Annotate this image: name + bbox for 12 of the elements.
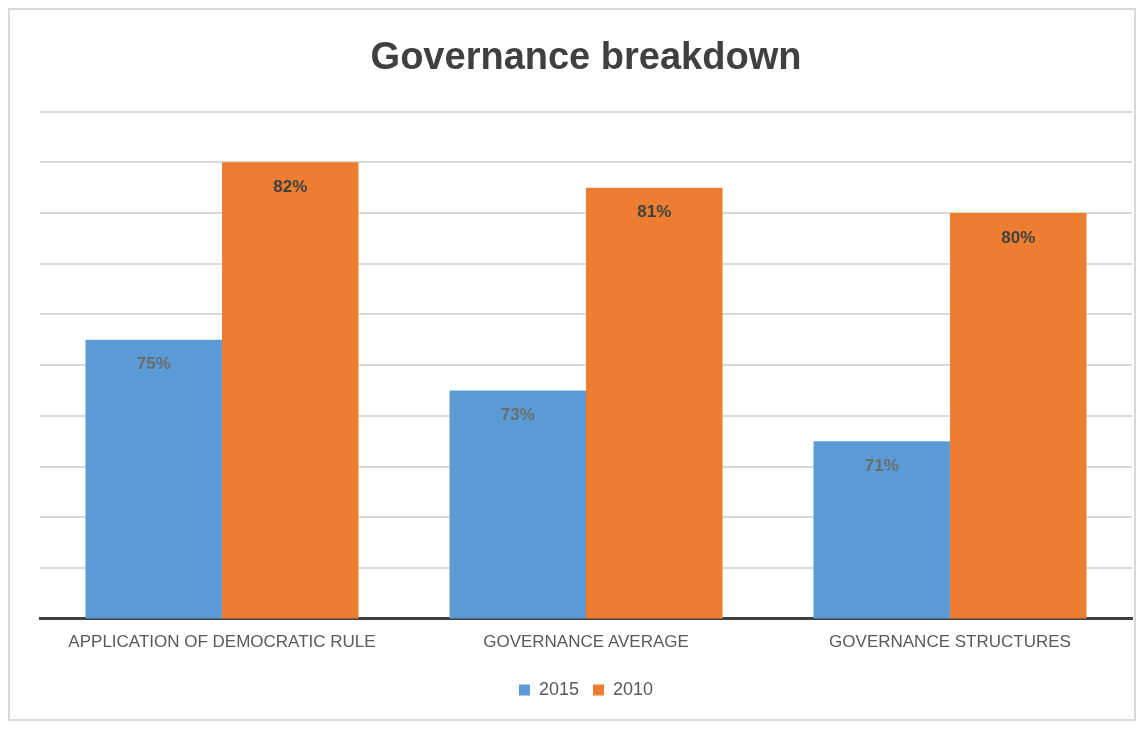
x-tick-label: GOVERNANCE AVERAGE	[483, 632, 689, 652]
chart-title: Governance breakdown	[370, 35, 802, 78]
data-label: 75%	[136, 354, 171, 374]
x-tick-label: GOVERNANCE STRUCTURES	[829, 632, 1071, 652]
data-label: 73%	[500, 405, 535, 425]
data-label: 71%	[864, 455, 899, 475]
data-label: 81%	[637, 202, 672, 222]
x-tick-label: APPLICATION OF DEMOCRATIC RULE	[68, 632, 376, 652]
data-label: 82%	[273, 176, 308, 196]
legend-label: 2010	[613, 678, 654, 699]
data-label: 80%	[1001, 227, 1036, 247]
legend-label: 2015	[538, 678, 579, 699]
